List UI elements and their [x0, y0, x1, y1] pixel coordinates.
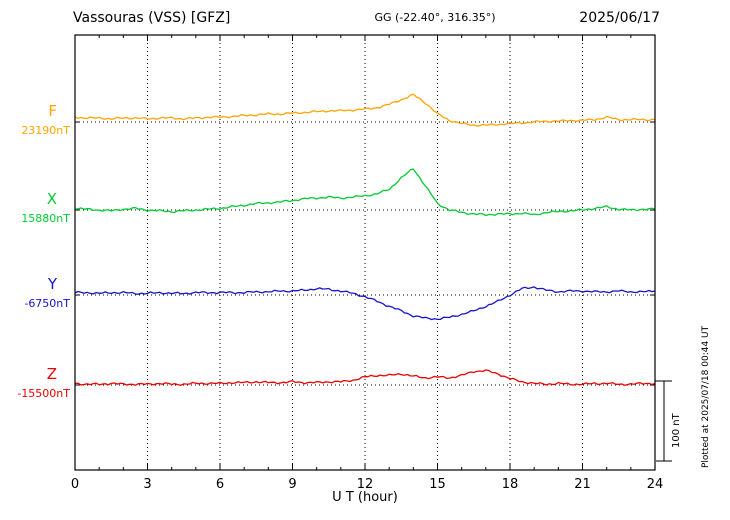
- geographic-coordinates: GG (-22.40°, 316.35°): [374, 11, 496, 24]
- trace-Z: [74, 369, 656, 386]
- plotted-at-label: Plotted at 2025/07/18 00:44 UT: [701, 325, 711, 468]
- x-tick-label: 3: [143, 477, 151, 492]
- series-label-f: F: [48, 102, 57, 120]
- trace-F: [74, 93, 656, 127]
- series-baseline-y: -6750nT: [24, 297, 70, 310]
- series-label-x: X: [46, 190, 57, 208]
- x-tick-label: 21: [574, 477, 591, 492]
- x-tick-label: 0: [71, 477, 79, 492]
- series-baseline-z: -15500nT: [17, 387, 70, 400]
- station-title: Vassouras (VSS) [GFZ]: [73, 10, 231, 26]
- series-baseline-x: 15880nT: [21, 212, 70, 225]
- x-tick-label: 9: [288, 477, 296, 492]
- x-tick-label: 24: [647, 477, 664, 492]
- x-tick-label: 18: [502, 477, 519, 492]
- x-axis-title: U T (hour): [332, 490, 398, 505]
- trace-X: [74, 168, 656, 217]
- series-label-z: Z: [46, 365, 57, 383]
- observation-date: 2025/06/17: [579, 10, 660, 26]
- x-tick-label: 12: [357, 477, 374, 492]
- trace-Y: [74, 286, 656, 321]
- x-tick-label: 6: [216, 477, 224, 492]
- series-label-y: Y: [47, 275, 57, 293]
- series-baseline-f: 23190nT: [21, 124, 70, 137]
- scale-bar-label: 100 nT: [671, 413, 682, 448]
- x-tick-label: 15: [429, 477, 446, 492]
- plot-frame: [74, 34, 656, 471]
